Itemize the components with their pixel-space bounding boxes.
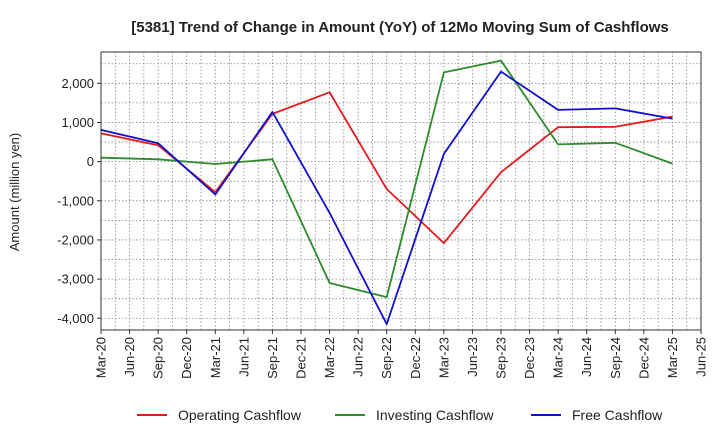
x-tick-label: Jun-21 xyxy=(236,337,251,377)
x-tick-label: Sep-20 xyxy=(151,337,166,379)
x-tick-label: Jun-25 xyxy=(694,337,709,377)
y-tick-label: -1,000 xyxy=(57,193,94,208)
x-tick-label: Dec-22 xyxy=(408,337,423,379)
y-axis-label: Amount (million yen) xyxy=(7,133,22,252)
x-tick-label: Dec-23 xyxy=(522,337,537,379)
x-tick-label: Jun-22 xyxy=(351,337,366,377)
legend-label: Operating Cashflow xyxy=(178,407,302,423)
x-tick-label: Jun-24 xyxy=(579,337,594,377)
x-tick-label: Sep-23 xyxy=(494,337,509,379)
y-tick-label: 0 xyxy=(87,154,94,169)
x-tick-label: Sep-24 xyxy=(608,337,623,379)
x-tick-label: Mar-21 xyxy=(208,337,223,378)
legend: Operating Cashflow Investing Cashflow Free… xyxy=(137,407,663,423)
series-line-free-cashflow xyxy=(100,70,673,326)
series-lines xyxy=(100,59,673,326)
x-tick-label: Jun-20 xyxy=(122,337,137,377)
legend-label: Investing Cashflow xyxy=(376,407,494,423)
x-tick-label: Mar-25 xyxy=(665,337,680,378)
y-tick-label: 2,000 xyxy=(61,76,94,91)
y-tick-label: -2,000 xyxy=(57,232,94,247)
x-tick-label: Dec-24 xyxy=(636,337,651,379)
x-tick-label: Sep-22 xyxy=(379,337,394,379)
x-tick-label: Dec-21 xyxy=(294,337,309,379)
x-tick-label: Mar-24 xyxy=(551,337,566,378)
x-tick-label: Jun-23 xyxy=(465,337,480,377)
y-tick-labels: 2,000 1,000 0 -1,000 -2,000 -3,000 -4,000 xyxy=(57,76,101,326)
plot-area xyxy=(100,51,702,331)
grid-lines xyxy=(100,52,702,330)
x-tick-labels: Mar-20 Jun-20 Sep-20 Dec-20 Mar-21 Jun-21 Sep-… xyxy=(94,330,709,379)
x-tick-label: Mar-20 xyxy=(94,337,109,378)
x-tick-label: Mar-22 xyxy=(322,337,337,378)
chart-title: [5381] Trend of Change in Amount (YoY) o… xyxy=(131,19,669,36)
x-tick-label: Sep-21 xyxy=(265,337,280,379)
series-line-investing-cashflow xyxy=(100,59,673,299)
legend-label: Free Cashflow xyxy=(572,407,663,423)
x-tick-label: Dec-20 xyxy=(179,337,194,379)
y-tick-label: 1,000 xyxy=(61,115,94,130)
x-tick-label: Mar-23 xyxy=(436,337,451,378)
y-tick-label: -4,000 xyxy=(57,311,94,326)
y-tick-label: -3,000 xyxy=(57,272,94,287)
